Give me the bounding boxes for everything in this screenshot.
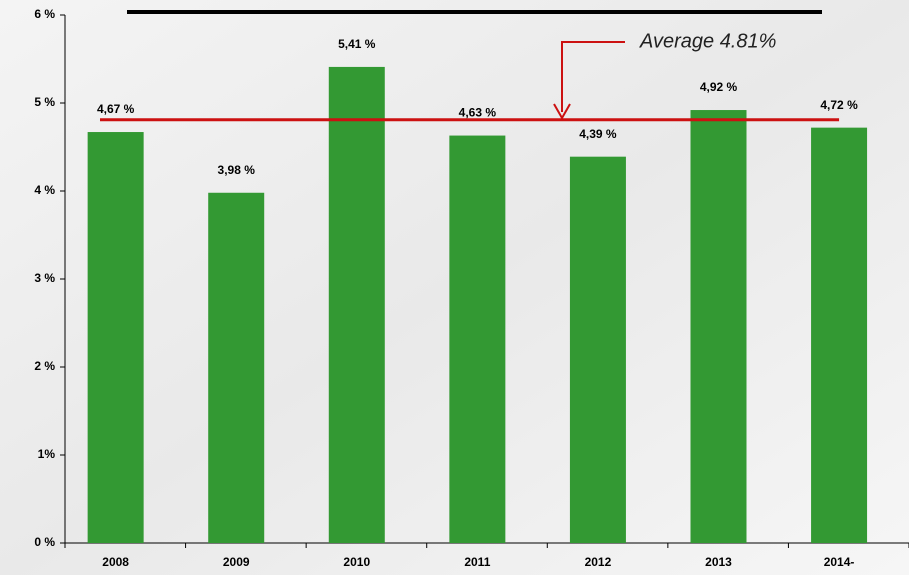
x-tick-label: 2014- <box>824 555 855 569</box>
annotation: Average 4.81% <box>639 30 776 52</box>
x-tick-label: 2010 <box>343 555 370 569</box>
value-label: 4,67 % <box>97 102 135 116</box>
bar <box>449 136 505 543</box>
value-label: 4,39 % <box>579 127 617 141</box>
y-tick-label: 4 % <box>34 183 55 197</box>
bar <box>570 157 626 543</box>
x-tick-label: 2011 <box>464 555 490 569</box>
bar <box>88 132 144 543</box>
y-tick-label: 2 % <box>34 359 55 373</box>
value-label: 4,72 % <box>820 98 858 112</box>
x-tick-label: 2008 <box>102 555 129 569</box>
value-label: 3,98 % <box>218 163 256 177</box>
y-tick-label: 5 % <box>34 95 55 109</box>
chart: Average 4.81% 0 % 1% 2 % 3 % 4 % 5 % 6 % 2008 4,… <box>0 0 909 575</box>
x-tick-label: 2012 <box>585 555 612 569</box>
value-label: 4,92 % <box>700 80 738 94</box>
x-tick-label: 2013 <box>705 555 732 569</box>
value-label: 5,41 % <box>338 37 376 51</box>
bar <box>208 193 264 543</box>
y-tick-label: 6 % <box>34 7 55 21</box>
bar <box>329 67 385 543</box>
bar <box>811 128 867 543</box>
value-label: 4,63 % <box>459 106 497 120</box>
y-tick-label: 0 % <box>34 535 55 549</box>
y-tick-label: 1% <box>38 447 56 461</box>
y-tick-label: 3 % <box>34 271 55 285</box>
bar <box>690 110 746 543</box>
x-tick-label: 2009 <box>223 555 250 569</box>
